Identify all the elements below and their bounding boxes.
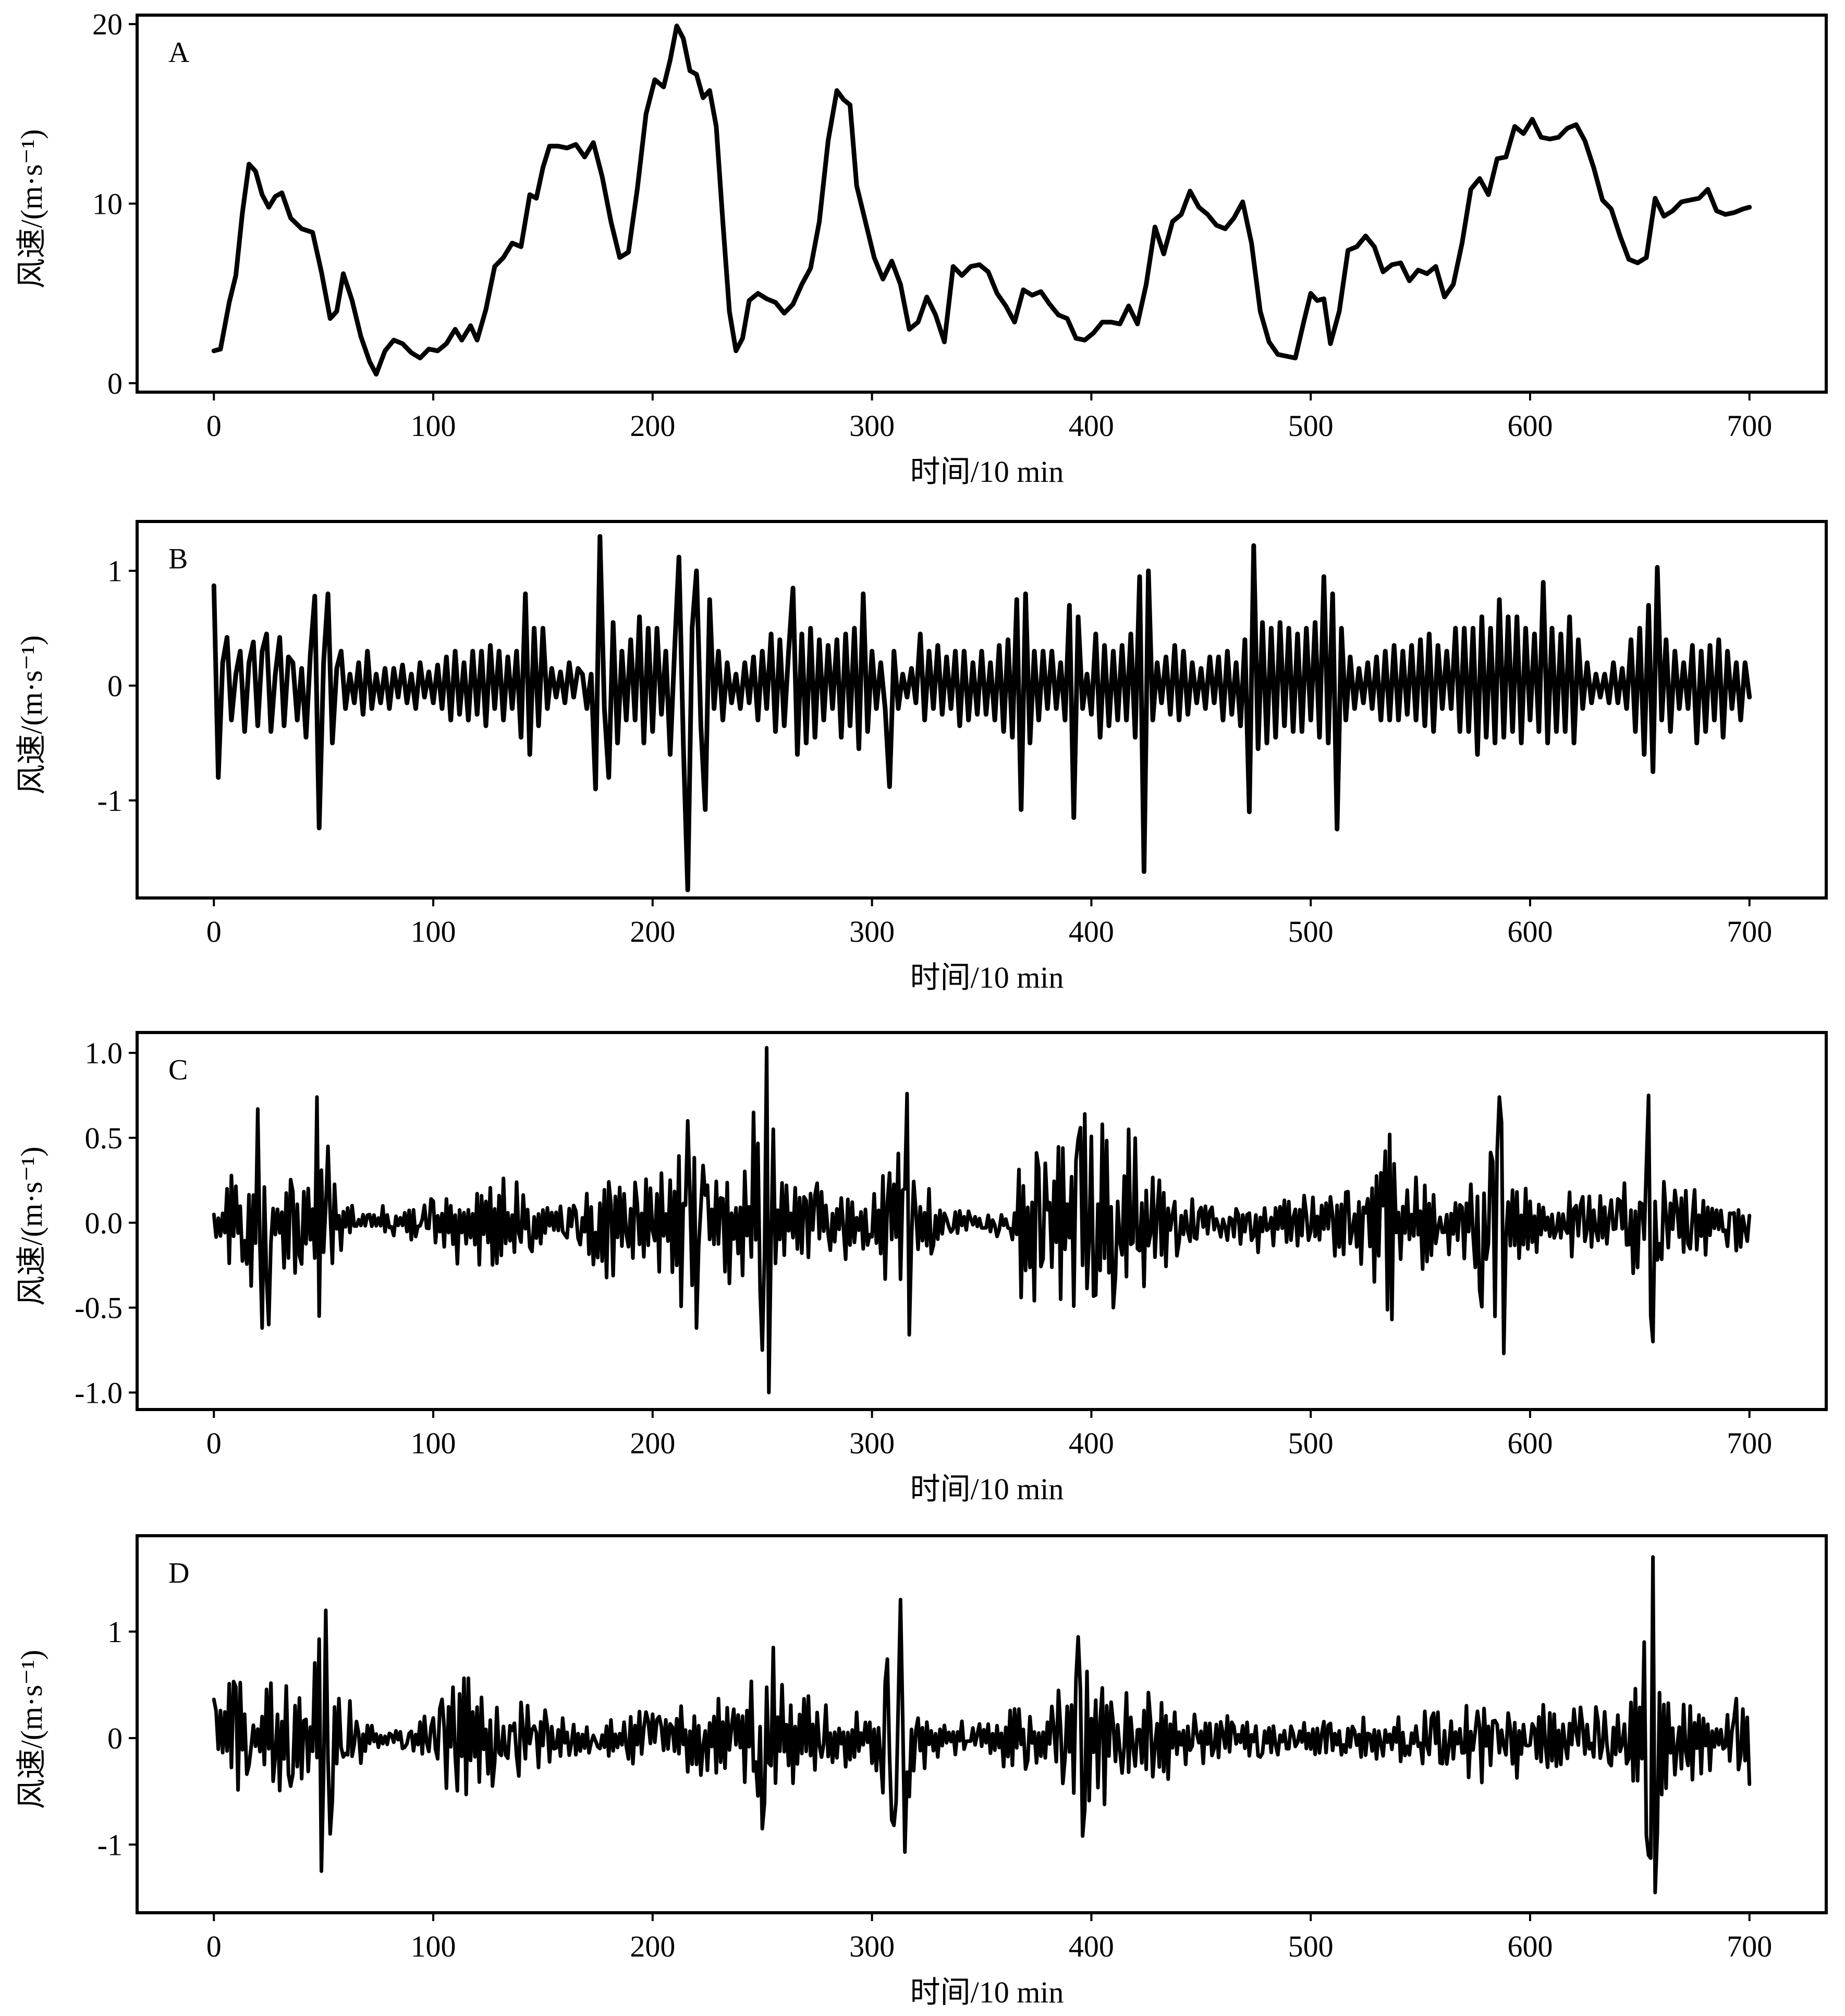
series-line [212,1046,1752,1394]
x-axis-title: 时间/10 min [910,455,1064,489]
x-tick-label: 200 [630,1929,675,1963]
x-tick-label: 300 [849,915,895,949]
x-tick-label: 600 [1507,409,1553,443]
panel-d: 0 100 200 300 400 500 600 700 -1 0 1 时间/10 min 风速/(m… [15,1534,1828,2009]
x-tick-label: 600 [1507,1426,1553,1460]
x-tick-label: 500 [1288,409,1334,443]
x-tick-label: 400 [1069,1426,1114,1460]
x-tick-label: 100 [411,1929,456,1963]
axes-frame [136,1534,1828,1914]
series-line [212,1555,1752,1894]
x-tick-label: 100 [411,409,456,443]
x-tick-label: 700 [1727,1929,1772,1963]
panel-letter: B [168,543,188,575]
x-tick-label: 300 [849,1929,895,1963]
x-tick-label: 400 [1069,915,1114,949]
y-tick-label: -1 [97,784,123,818]
x-axis-title: 时间/10 min [910,1472,1064,1506]
series-line [211,534,1752,893]
y-tick-label: 1 [107,1615,123,1649]
y-tick-label: 0.5 [85,1121,123,1155]
x-tick-label: 200 [630,1426,675,1460]
panel-c: 0 100 200 300 400 500 600 700 -1.0 -0.5 0.0 0.5 1.0 时… [15,1031,1828,1506]
y-tick-label: 1.0 [85,1036,123,1070]
y-tick-label: 10 [92,187,123,221]
y-tick-label: 1 [107,554,123,588]
x-tick-label: 0 [206,1426,222,1460]
x-tick-label: 700 [1727,1426,1772,1460]
x-tick-label: 700 [1727,915,1772,949]
x-tick-label: 300 [849,409,895,443]
y-axis-title: 风速/(m·s⁻¹) [15,1147,48,1306]
x-axis-title: 时间/10 min [910,961,1064,994]
x-tick-label: 0 [206,1929,222,1963]
panel-letter: C [168,1054,188,1086]
y-tick-label: 0.0 [85,1206,123,1240]
y-tick-label: 20 [92,7,123,41]
x-tick-label: 400 [1069,1929,1114,1963]
axes-frame [136,1031,1828,1411]
panel-letter: D [168,1557,189,1589]
y-tick-label: 0 [107,669,123,703]
x-tick-label: 500 [1288,915,1334,949]
y-axis-title: 风速/(m·s⁻¹) [15,129,48,289]
y-tick-label: 0 [107,1721,123,1755]
axes-frame [136,14,1828,394]
y-tick-label: -0.5 [75,1291,123,1325]
x-tick-label: 500 [1288,1929,1334,1963]
axes-frame [136,520,1828,900]
x-tick-label: 0 [206,409,222,443]
x-tick-label: 600 [1507,915,1553,949]
x-tick-label: 300 [849,1426,895,1460]
x-axis-title: 时间/10 min [910,1975,1064,2009]
panel-letter: A [168,37,190,69]
y-tick-label: 0 [107,367,123,400]
y-axis-title: 风速/(m·s⁻¹) [15,1650,48,1809]
x-tick-label: 0 [206,915,222,949]
x-tick-label: 100 [411,915,456,949]
y-tick-label: -1 [97,1828,123,1862]
panel-a: 0 100 200 300 400 500 600 700 0 10 20 时间/10 min 风速/(… [15,7,1828,489]
x-tick-label: 600 [1507,1929,1553,1963]
y-axis-title: 风速/(m·s⁻¹) [15,635,48,795]
x-tick-label: 500 [1288,1426,1334,1460]
x-tick-label: 100 [411,1426,456,1460]
y-tick-label: -1.0 [75,1376,123,1410]
x-tick-label: 400 [1069,409,1114,443]
x-tick-label: 200 [630,409,675,443]
series-line [211,23,1752,377]
x-tick-label: 700 [1727,409,1772,443]
x-tick-label: 200 [630,915,675,949]
panel-b: 0 100 200 300 400 500 600 700 -1 0 1 时间/10 min 风速/(m… [15,520,1828,994]
